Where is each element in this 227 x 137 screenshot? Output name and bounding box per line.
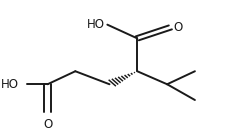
Text: HO: HO [1, 78, 19, 91]
Text: HO: HO [87, 18, 105, 31]
Text: O: O [43, 118, 52, 131]
Text: O: O [173, 21, 182, 34]
